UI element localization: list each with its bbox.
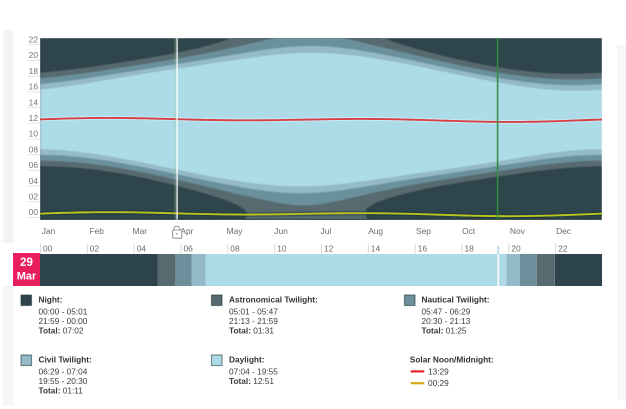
svg-text:19:55 - 20:30: 19:55 - 20:30	[39, 376, 88, 386]
svg-text:05:47 - 06:29: 05:47 - 06:29	[422, 307, 471, 317]
svg-text:16: 16	[418, 243, 428, 253]
svg-text:May: May	[227, 226, 244, 236]
svg-text:04: 04	[29, 176, 39, 186]
svg-text:02: 02	[90, 243, 100, 253]
svg-text:10: 10	[277, 243, 287, 253]
svg-text:Total: 07:02: Total: 07:02	[39, 326, 84, 336]
svg-text:Total: 01:11: Total: 01:11	[39, 386, 84, 396]
svg-text:00:00 - 05:01: 00:00 - 05:01	[39, 307, 88, 317]
svg-text:Sep: Sep	[416, 226, 431, 236]
svg-text:20:30 - 21:13: 20:30 - 21:13	[422, 316, 471, 326]
svg-text:Nov: Nov	[510, 226, 526, 236]
svg-text:07:04 - 19:55: 07:04 - 19:55	[229, 367, 278, 377]
svg-text:14: 14	[29, 97, 39, 107]
svg-text:Night:: Night:	[39, 295, 63, 305]
svg-text:05:01 - 05:47: 05:01 - 05:47	[229, 307, 278, 317]
svg-text:08: 08	[230, 243, 240, 253]
svg-text:Feb: Feb	[90, 226, 105, 236]
svg-text:00: 00	[29, 207, 39, 217]
svg-text:Astronomical Twilight:: Astronomical Twilight:	[229, 295, 318, 305]
svg-text:Mar: Mar	[133, 226, 148, 236]
svg-text:18: 18	[465, 243, 475, 253]
svg-text:Aug: Aug	[368, 226, 383, 236]
svg-text:Civil Twilight:: Civil Twilight:	[39, 355, 92, 365]
svg-text:04: 04	[137, 243, 147, 253]
svg-text:10: 10	[29, 129, 39, 139]
svg-text:18: 18	[29, 66, 39, 76]
svg-text:06: 06	[184, 243, 194, 253]
svg-text:12: 12	[324, 243, 334, 253]
svg-text:06:29 - 07:04: 06:29 - 07:04	[39, 367, 88, 377]
svg-text:Oct: Oct	[462, 226, 476, 236]
svg-text:Apr: Apr	[180, 226, 193, 236]
svg-text:Solar Noon/Midnight:: Solar Noon/Midnight:	[410, 354, 494, 364]
svg-text:Jun: Jun	[274, 226, 288, 236]
svg-text:21:13 - 21:59: 21:13 - 21:59	[229, 316, 278, 326]
svg-text:22: 22	[29, 35, 39, 45]
svg-text:Mar: Mar	[17, 271, 37, 283]
svg-text:20: 20	[511, 243, 521, 253]
svg-text:22: 22	[558, 243, 568, 253]
svg-text:02: 02	[29, 192, 39, 202]
svg-text:00:29: 00:29	[428, 378, 449, 388]
svg-text:29: 29	[20, 257, 33, 269]
svg-text:12: 12	[29, 113, 39, 123]
svg-text:13:29: 13:29	[428, 366, 449, 376]
svg-text:Jul: Jul	[321, 226, 332, 236]
svg-text:14: 14	[371, 243, 381, 253]
svg-text:00: 00	[43, 243, 53, 253]
svg-text:Total: 01:25: Total: 01:25	[422, 326, 467, 336]
svg-text:06: 06	[29, 160, 39, 170]
svg-text:08: 08	[29, 144, 39, 154]
svg-text:Dec: Dec	[556, 226, 571, 236]
svg-text:20: 20	[29, 50, 39, 60]
svg-text:Total: 12:51: Total: 12:51	[229, 376, 274, 386]
svg-text:Jan: Jan	[42, 226, 56, 236]
svg-text:Daylight:: Daylight:	[229, 355, 265, 365]
svg-text:21:59 - 00:00: 21:59 - 00:00	[39, 316, 88, 326]
svg-text:Nautical Twilight:: Nautical Twilight:	[422, 295, 490, 305]
svg-text:Total: 01:31: Total: 01:31	[229, 326, 274, 336]
svg-text:16: 16	[29, 82, 39, 92]
